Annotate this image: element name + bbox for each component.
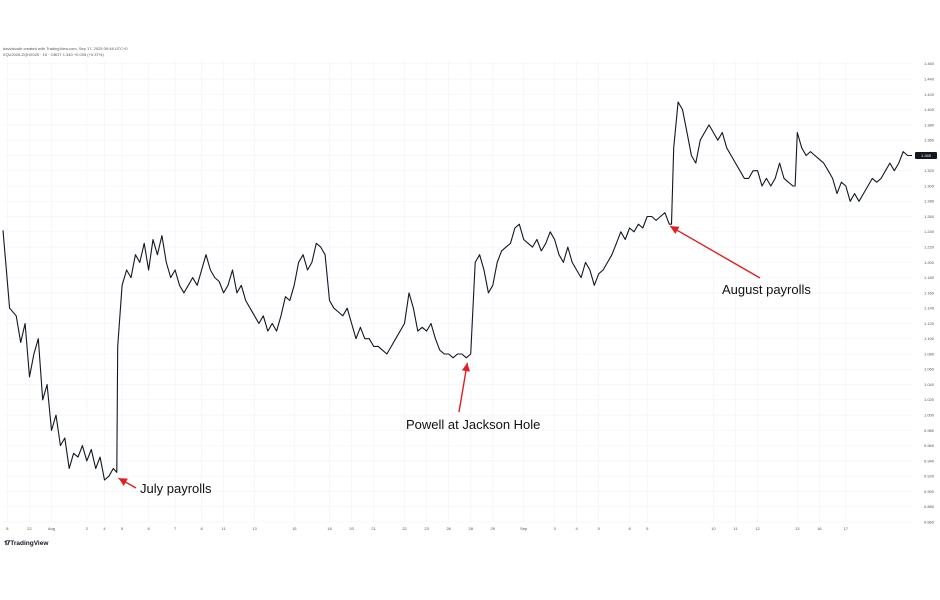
x-tick-label: 26 (446, 526, 451, 531)
header-creator-text: davidsouth created with TradingView.com,… (3, 46, 128, 51)
last-price-badge (915, 151, 937, 159)
y-tick-label: 0.920 (924, 474, 935, 479)
y-tick-label: 1.420 (924, 92, 935, 97)
x-tick-label: Aug (48, 526, 55, 531)
y-tick-label: 1.280 (924, 199, 935, 204)
tradingview-logo-text: TradingView (10, 540, 49, 547)
x-tick-label: 8 (200, 526, 203, 531)
x-tick-label: 22 (402, 526, 407, 531)
y-tick-label: 0.960 (924, 443, 935, 448)
y-tick-label: 1.320 (924, 168, 935, 173)
y-tick-label: 1.080 (924, 351, 935, 356)
annotation-arrow (458, 362, 471, 413)
y-tick-label: 0.980 (924, 428, 935, 433)
tradingview-logo: 𝟏𝟕TradingView (4, 539, 48, 548)
y-tick-label: 0.860 (924, 519, 935, 524)
y-tick-label: 1.060 (924, 367, 935, 372)
y-tick-label: 1.300 (924, 183, 935, 188)
y-tick-label: 1.400 (924, 107, 935, 112)
x-tick-label: 15 (292, 526, 297, 531)
y-tick-label: 1.460 (924, 61, 935, 66)
x-tick-label: 8 (6, 526, 9, 531)
y-tick-label: 0.900 (924, 489, 935, 494)
x-tick-label: 21 (371, 526, 376, 531)
x-tick-label: 7 (174, 526, 177, 531)
price-series-line (2, 101, 912, 481)
x-tick-label: 9 (646, 526, 649, 531)
y-tick-label: 1.120 (924, 321, 935, 326)
y-tick-label: 1.240 (924, 229, 935, 234)
y-tick-label: 1.000 (924, 412, 935, 417)
y-tick-label: 1.140 (924, 306, 935, 311)
header-symbol-text: ZQU2026-ZQH2025 · 15 · CBOT 1.340 +0.005… (3, 52, 104, 57)
x-tick-label: 23 (424, 526, 429, 531)
x-tick-label: 28 (469, 526, 474, 531)
y-tick-label: 1.260 (924, 214, 935, 219)
x-tick-label: 3 (553, 526, 556, 531)
x-tick-label: 4 (576, 526, 579, 531)
y-tick-label: 1.180 (924, 275, 935, 280)
y-tick-label: 1.440 (924, 76, 935, 81)
x-tick-label: 16 (817, 526, 822, 531)
annotation-label: Powell at Jackson Hole (406, 417, 540, 432)
annotation-arrow (669, 225, 761, 279)
y-tick-label: 1.360 (924, 138, 935, 143)
x-tick-label: 4 (103, 526, 106, 531)
x-tick-label: 2 (86, 526, 89, 531)
annotation-label: August payrolls (722, 282, 811, 297)
x-tick-label: 11 (222, 526, 227, 531)
x-tick-label: 13 (252, 526, 257, 531)
annotation-label: July payrolls (140, 481, 212, 496)
x-tick-label: 5 (598, 526, 601, 531)
y-tick-label: 1.100 (924, 336, 935, 341)
y-tick-label: 1.380 (924, 122, 935, 127)
chart-header: davidsouth created with TradingView.com,… (3, 46, 128, 58)
y-tick-label: 1.020 (924, 397, 935, 402)
tradingview-logo-icon: 𝟏𝟕 (4, 539, 10, 547)
x-tick-label: 18 (327, 526, 332, 531)
x-tick-label: 11 (733, 526, 738, 531)
y-tick-label: 1.160 (924, 290, 935, 295)
annotation-arrow (118, 477, 137, 489)
x-tick-label: 20 (349, 526, 354, 531)
y-tick-label: 1.220 (924, 244, 935, 249)
y-tick-label: 0.880 (924, 504, 935, 509)
y-tick-label: 0.940 (924, 458, 935, 463)
x-tick-label: 12 (755, 526, 760, 531)
x-tick-label: 6 (147, 526, 150, 531)
x-tick-label: 13 (795, 526, 800, 531)
y-tick-label: 1.200 (924, 260, 935, 265)
x-tick-label: 8 (628, 526, 631, 531)
x-tick-label: Sep (520, 526, 528, 531)
y-tick-label: 1.040 (924, 382, 935, 387)
x-tick-label: 10 (711, 526, 716, 531)
x-tick-label: 22 (27, 526, 32, 531)
x-tick-label: 17 (844, 526, 849, 531)
x-tick-label: 5 (121, 526, 124, 531)
last-price-label: 1.340 (921, 153, 932, 158)
x-tick-label: 29 (491, 526, 496, 531)
